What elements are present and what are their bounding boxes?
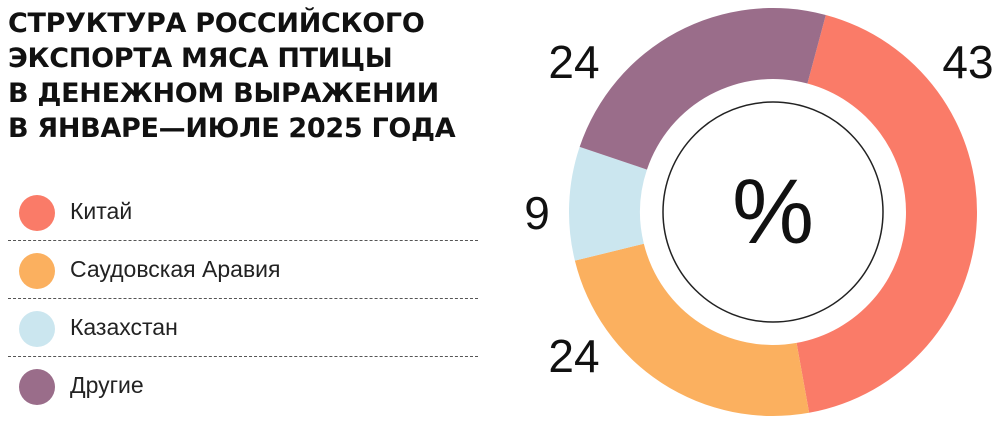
- center-percent-label: %: [732, 161, 814, 263]
- value-label-saudi-arabia: 24: [548, 330, 599, 382]
- legend: Китай Саудовская Аравия Казахстан Другие: [8, 183, 478, 415]
- inner-ring: [662, 101, 884, 323]
- donut-slice-saudi-arabia: [574, 243, 810, 416]
- legend-swatch-china: [19, 195, 55, 231]
- value-label-others: 24: [548, 36, 599, 88]
- legend-label-saudi-arabia: Саудовская Аравия: [70, 256, 281, 282]
- legend-label-kazakhstan: Казахстан: [70, 314, 178, 340]
- legend-swatch-saudi-arabia: [19, 253, 55, 289]
- donut-slices: [569, 8, 978, 416]
- legend-item-china: Китай: [8, 183, 478, 241]
- title-line: В ДЕНЕЖНОМ ВЫРАЖЕНИИ: [8, 78, 439, 109]
- legend-label-china: Китай: [70, 198, 133, 224]
- chart-title: СТРУКТУРА РОССИЙСКОГО ЭКСПОРТА МЯСА ПТИЦ…: [8, 6, 488, 146]
- value-label-china: 43: [942, 36, 993, 88]
- donut-slice-others: [579, 8, 826, 170]
- legend-item-saudi-arabia: Саудовская Аравия: [8, 241, 478, 299]
- value-label-kazakhstan: 9: [524, 187, 550, 239]
- donut-slice-china: [796, 14, 978, 413]
- donut-slice-kazakhstan: [569, 146, 647, 261]
- legend-label-others: Другие: [70, 372, 144, 398]
- legend-item-others: Другие: [8, 357, 478, 415]
- title-line: ЭКСПОРТА МЯСА ПТИЦЫ: [8, 43, 393, 74]
- legend-swatch-kazakhstan: [19, 311, 55, 347]
- legend-item-kazakhstan: Казахстан: [8, 299, 478, 357]
- title-line: В ЯНВАРЕ—ИЮЛЕ 2025 ГОДА: [8, 113, 456, 144]
- title-line: СТРУКТУРА РОССИЙСКОГО: [8, 8, 425, 39]
- value-labels: 43 24 9 24: [524, 36, 993, 382]
- legend-swatch-others: [19, 369, 55, 405]
